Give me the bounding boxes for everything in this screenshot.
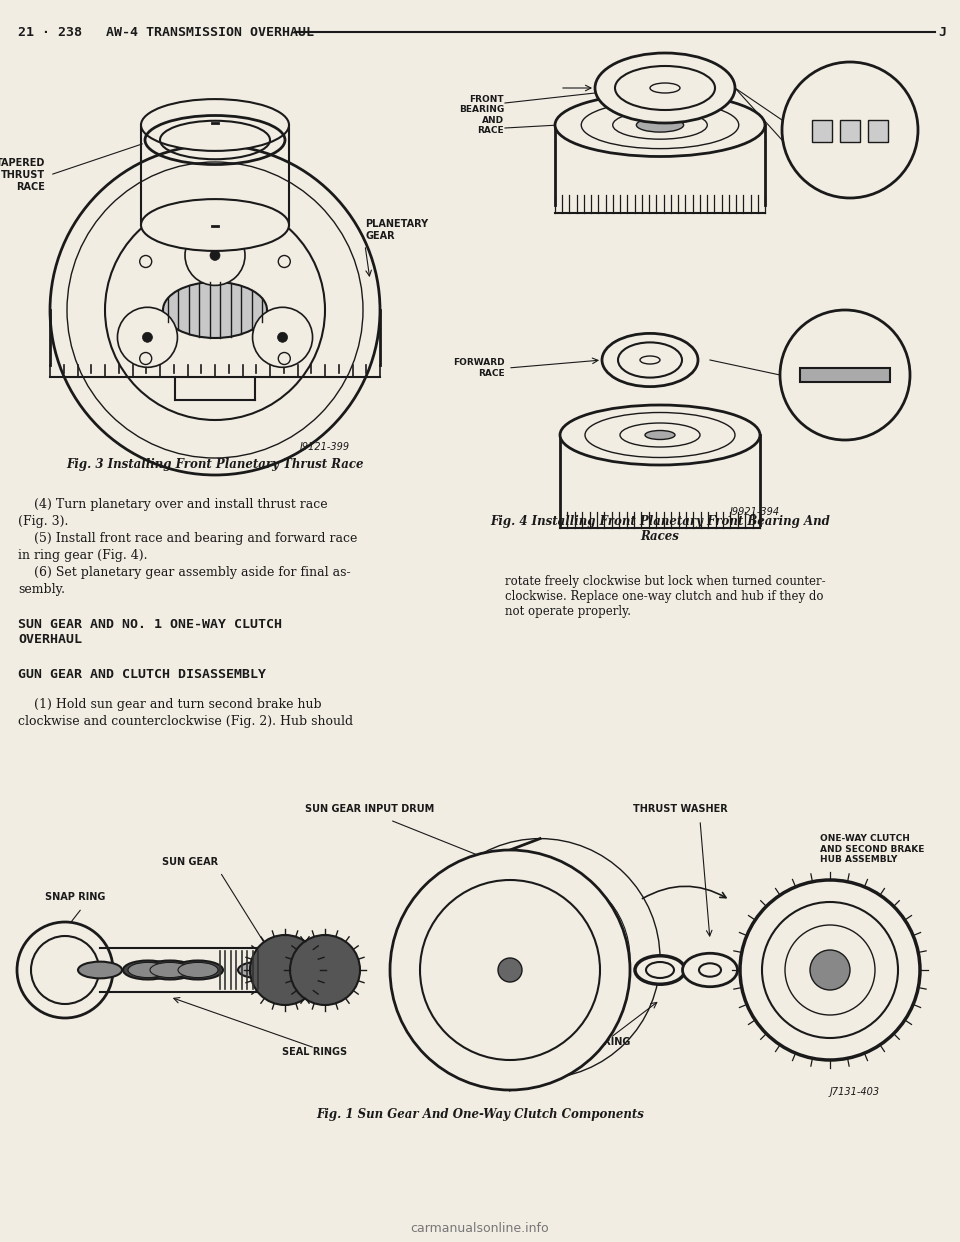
Text: J7131-403: J7131-403 bbox=[829, 1087, 880, 1097]
Bar bbox=[868, 120, 888, 142]
Ellipse shape bbox=[699, 964, 721, 976]
Text: Fig. 4 Installing Front Planetary Front Bearing And
Races: Fig. 4 Installing Front Planetary Front … bbox=[490, 515, 830, 543]
Ellipse shape bbox=[640, 356, 660, 364]
Circle shape bbox=[250, 935, 320, 1005]
Ellipse shape bbox=[555, 93, 765, 156]
Circle shape bbox=[50, 145, 380, 474]
Ellipse shape bbox=[602, 333, 698, 386]
Text: J: J bbox=[938, 26, 946, 39]
Text: J9121-399: J9121-399 bbox=[300, 442, 350, 452]
Bar bbox=[812, 120, 832, 142]
Bar bbox=[840, 120, 860, 142]
Bar bbox=[800, 368, 890, 383]
Circle shape bbox=[420, 838, 660, 1078]
Ellipse shape bbox=[650, 83, 680, 93]
Ellipse shape bbox=[595, 53, 735, 123]
Text: SUN GEAR INPUT DRUM: SUN GEAR INPUT DRUM bbox=[305, 804, 435, 814]
Circle shape bbox=[278, 256, 290, 267]
Ellipse shape bbox=[141, 99, 289, 150]
Circle shape bbox=[277, 333, 288, 343]
Text: Fig. 3 Installing Front Planetary Thrust Race: Fig. 3 Installing Front Planetary Thrust… bbox=[66, 458, 364, 471]
Circle shape bbox=[390, 850, 630, 1090]
Circle shape bbox=[140, 353, 152, 364]
Ellipse shape bbox=[141, 199, 289, 251]
Ellipse shape bbox=[128, 963, 168, 977]
Text: FORWARD
RACE: FORWARD RACE bbox=[453, 358, 505, 378]
Circle shape bbox=[290, 935, 360, 1005]
Text: SNAP RING: SNAP RING bbox=[570, 1037, 630, 1047]
Text: J9921-394: J9921-394 bbox=[730, 507, 780, 517]
Circle shape bbox=[450, 868, 630, 1048]
Circle shape bbox=[185, 225, 245, 286]
Text: TAPERED
THRUST
RACE: TAPERED THRUST RACE bbox=[0, 159, 45, 191]
Ellipse shape bbox=[163, 282, 267, 338]
Circle shape bbox=[780, 310, 910, 440]
Text: GUN GEAR AND CLUTCH DISASSEMBLY: GUN GEAR AND CLUTCH DISASSEMBLY bbox=[18, 668, 266, 681]
Ellipse shape bbox=[123, 960, 173, 980]
Circle shape bbox=[762, 902, 898, 1038]
Circle shape bbox=[740, 881, 920, 1059]
Ellipse shape bbox=[646, 963, 674, 977]
Circle shape bbox=[31, 936, 99, 1004]
Text: Fig. 1 Sun Gear And One-Way Clutch Components: Fig. 1 Sun Gear And One-Way Clutch Compo… bbox=[316, 1108, 644, 1122]
Circle shape bbox=[278, 353, 290, 364]
Circle shape bbox=[785, 925, 875, 1015]
Text: rotate freely clockwise but lock when turned counter-
clockwise. Replace one-way: rotate freely clockwise but lock when tu… bbox=[505, 575, 826, 619]
Text: FRONT
BEARING
AND
RACE: FRONT BEARING AND RACE bbox=[459, 94, 504, 135]
Ellipse shape bbox=[173, 960, 223, 980]
Circle shape bbox=[782, 62, 918, 197]
Text: SUN GEAR: SUN GEAR bbox=[162, 857, 218, 867]
Text: (1) Hold sun gear and turn second brake hub
clockwise and counterclockwise (Fig.: (1) Hold sun gear and turn second brake … bbox=[18, 698, 353, 728]
Circle shape bbox=[810, 950, 850, 990]
Ellipse shape bbox=[683, 954, 737, 986]
Circle shape bbox=[140, 256, 152, 267]
Text: SUN GEAR AND NO. 1 ONE-WAY CLUTCH
OVERHAUL: SUN GEAR AND NO. 1 ONE-WAY CLUTCH OVERHA… bbox=[18, 619, 282, 646]
Text: 21 · 238   AW-4 TRANSMISSION OVERHAUL: 21 · 238 AW-4 TRANSMISSION OVERHAUL bbox=[18, 26, 314, 39]
Ellipse shape bbox=[615, 66, 715, 111]
Ellipse shape bbox=[145, 960, 195, 980]
Circle shape bbox=[498, 958, 522, 982]
Ellipse shape bbox=[560, 405, 760, 465]
Circle shape bbox=[210, 251, 220, 261]
Text: ONE-WAY CLUTCH
AND SECOND BRAKE
HUB ASSEMBLY: ONE-WAY CLUTCH AND SECOND BRAKE HUB ASSE… bbox=[820, 835, 924, 864]
Ellipse shape bbox=[618, 343, 682, 378]
Text: carmanualsonline.info: carmanualsonline.info bbox=[411, 1222, 549, 1235]
Text: THRUST WASHER: THRUST WASHER bbox=[633, 804, 728, 814]
Circle shape bbox=[142, 333, 153, 343]
Text: SNAP RING: SNAP RING bbox=[45, 892, 106, 902]
Text: SEAL RINGS: SEAL RINGS bbox=[282, 1047, 348, 1057]
Ellipse shape bbox=[636, 118, 684, 132]
Ellipse shape bbox=[178, 963, 218, 977]
Ellipse shape bbox=[635, 956, 685, 984]
Ellipse shape bbox=[238, 961, 282, 979]
Circle shape bbox=[420, 881, 600, 1059]
Circle shape bbox=[117, 307, 178, 368]
Circle shape bbox=[17, 922, 113, 1018]
Text: PLANETARY
GEAR: PLANETARY GEAR bbox=[365, 219, 428, 241]
Text: (4) Turn planetary over and install thrust race
(Fig. 3).
    (5) Install front : (4) Turn planetary over and install thru… bbox=[18, 498, 357, 596]
Circle shape bbox=[105, 200, 325, 420]
Circle shape bbox=[252, 307, 313, 368]
Ellipse shape bbox=[150, 963, 190, 977]
Ellipse shape bbox=[78, 961, 122, 979]
Ellipse shape bbox=[645, 431, 675, 440]
